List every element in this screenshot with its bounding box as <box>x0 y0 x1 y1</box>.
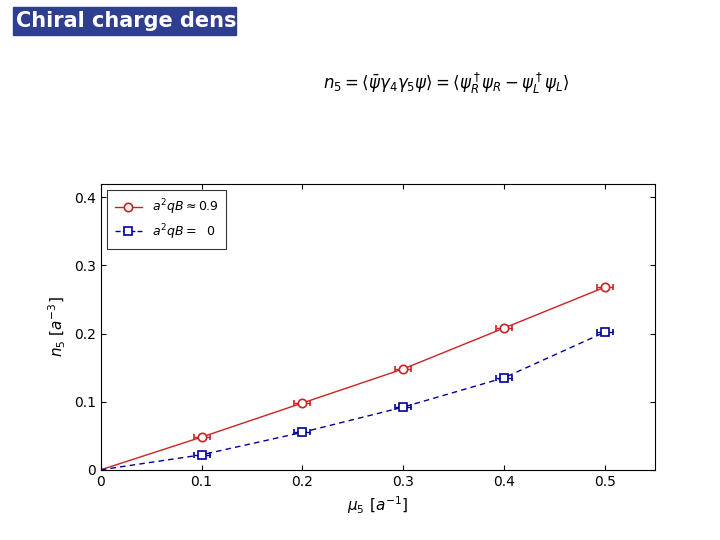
FancyBboxPatch shape <box>13 7 236 35</box>
Legend: $a^2qB \approx 0.9$, $a^2qB =\ \ 0$: $a^2qB \approx 0.9$, $a^2qB =\ \ 0$ <box>107 190 227 249</box>
Y-axis label: $n_5 \ [a^{-3}]$: $n_5 \ [a^{-3}]$ <box>48 296 68 357</box>
Text: Chiral charge density: Chiral charge density <box>16 10 267 31</box>
Text: $n_5 = \langle\bar{\psi}\gamma_4\gamma_5\psi\rangle = \langle\psi_R^\dagger\psi_: $n_5 = \langle\bar{\psi}\gamma_4\gamma_5… <box>323 71 570 96</box>
X-axis label: $\mu_5 \ [a^{-1}]$: $\mu_5 \ [a^{-1}]$ <box>348 494 408 516</box>
